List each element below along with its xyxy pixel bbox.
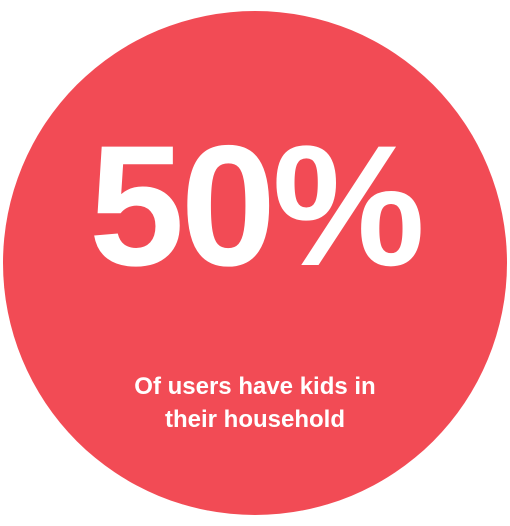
- stat-value: 50%: [88, 110, 425, 302]
- stat-circle: [3, 11, 507, 515]
- stat-caption-line-1: Of users have kids in: [134, 373, 376, 400]
- stat-caption: Of users have kids in their household: [0, 370, 510, 436]
- stat-caption-line-2: their household: [165, 406, 345, 433]
